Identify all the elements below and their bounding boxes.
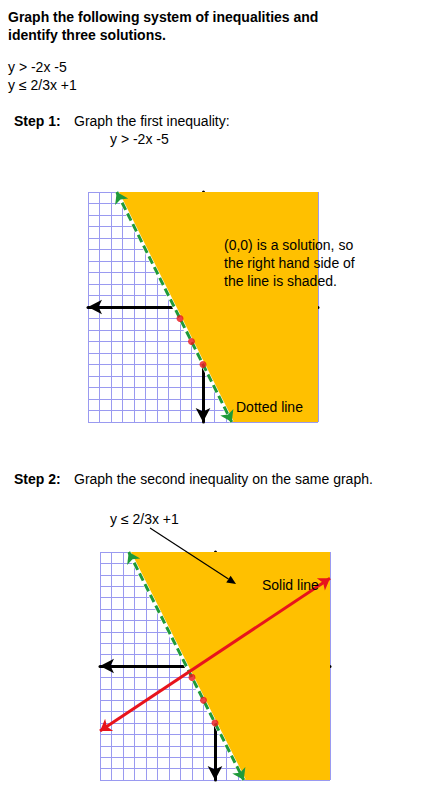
svg-text:Graph the first inequality:: Graph the first inequality: — [74, 113, 230, 129]
svg-text:the line is shaded.: the line is shaded. — [224, 273, 337, 289]
svg-text:Solid line: Solid line — [262, 577, 319, 593]
svg-text:Dotted line: Dotted line — [236, 399, 303, 415]
svg-text:Graph the second inequality on: Graph the second inequality on the same … — [74, 471, 373, 487]
svg-text:y > -2x -5: y > -2x -5 — [8, 59, 67, 75]
svg-text:y ≤ 2/3x +1: y ≤ 2/3x +1 — [110, 511, 179, 527]
svg-text:the right hand side of: the right hand side of — [224, 255, 359, 271]
svg-text:Step 2:: Step 2: — [14, 471, 61, 487]
svg-text:identify three solutions.: identify three solutions. — [8, 27, 166, 43]
svg-text:Graph the following system of: Graph the following system of inequaliti… — [8, 9, 322, 25]
svg-text:Step 1:: Step 1: — [14, 113, 61, 129]
svg-text:y > -2x -5: y > -2x -5 — [110, 131, 169, 147]
svg-text:y ≤ 2/3x +1: y ≤ 2/3x +1 — [8, 77, 77, 93]
svg-text:(0,0) is a solution, so: (0,0) is a solution, so — [224, 237, 357, 253]
